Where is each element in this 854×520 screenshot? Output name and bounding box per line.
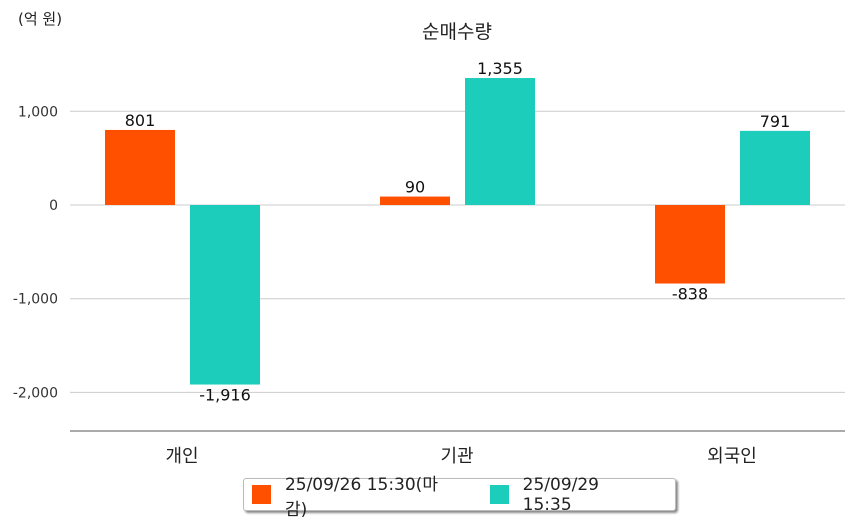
data-label: 90 bbox=[405, 178, 425, 197]
bar[interactable] bbox=[465, 78, 535, 205]
data-label: 791 bbox=[760, 112, 791, 131]
legend-label-1: 25/09/29 15:35 bbox=[522, 474, 599, 515]
legend-label-0: 25/09/26 15:30(마감) bbox=[284, 474, 438, 520]
data-label: -838 bbox=[672, 285, 708, 304]
bar[interactable] bbox=[380, 196, 450, 205]
y-tick-label: -1,000 bbox=[13, 292, 58, 308]
data-label: -1,916 bbox=[199, 386, 251, 405]
x-tick-label: 기관 bbox=[440, 446, 473, 467]
legend-swatch-0 bbox=[252, 485, 271, 504]
x-tick-label: 외국인 bbox=[707, 446, 757, 467]
y-tick-label: 1,000 bbox=[18, 104, 58, 120]
unit-label: (억 원) bbox=[18, 10, 62, 28]
x-tick-label: 개인 bbox=[165, 446, 198, 467]
y-tick-label: 0 bbox=[49, 198, 58, 214]
legend: 25/09/26 15:30(마감) 25/09/29 15:35 bbox=[243, 475, 676, 520]
legend-item-0[interactable]: 25/09/26 15:30(마감) bbox=[252, 470, 460, 520]
chart-title: 순매수량 bbox=[422, 21, 492, 43]
data-label: 1,355 bbox=[477, 59, 523, 78]
bar[interactable] bbox=[190, 205, 260, 385]
legend-item-1[interactable]: 25/09/29 15:35 bbox=[489, 474, 653, 515]
bar[interactable] bbox=[740, 130, 810, 205]
bar[interactable] bbox=[105, 129, 175, 205]
y-tick-label: -2,000 bbox=[13, 385, 58, 401]
legend-swatch-1 bbox=[489, 485, 509, 504]
data-label: 801 bbox=[125, 111, 156, 130]
bar[interactable] bbox=[655, 205, 725, 284]
